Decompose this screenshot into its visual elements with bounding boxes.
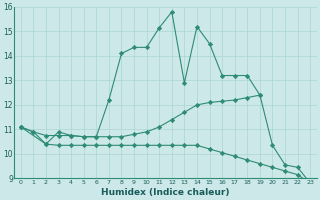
- X-axis label: Humidex (Indice chaleur): Humidex (Indice chaleur): [101, 188, 230, 197]
